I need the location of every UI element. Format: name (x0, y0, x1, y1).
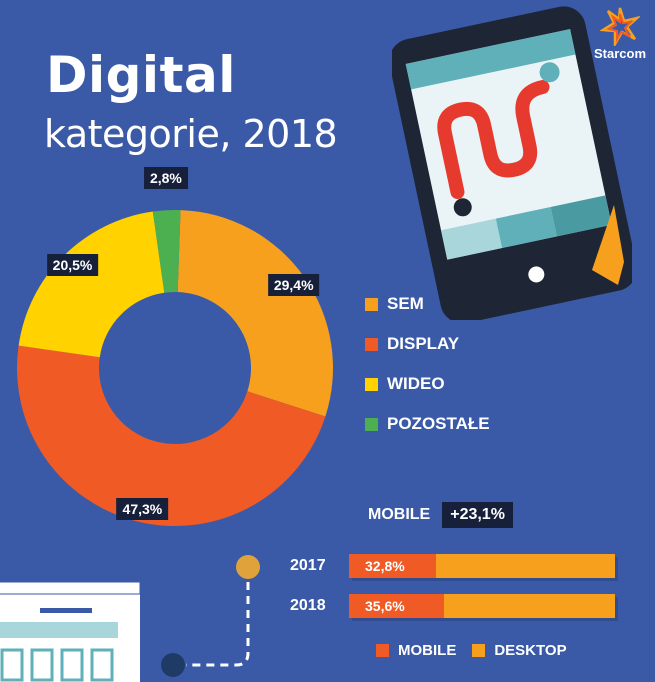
legend-label-sem: SEM (387, 294, 424, 313)
bar-legend-label-mobile: MOBILE (398, 642, 457, 659)
legend-label-display: DISPLAY (387, 334, 460, 353)
bar-legend-item-desktop: DESKTOP (472, 642, 567, 659)
bar-desktop-2017: 32,8% (349, 554, 615, 578)
bar-legend: MOBILE DESKTOP (376, 642, 583, 659)
legend-item-wideo: WIDEO (365, 364, 490, 404)
donut-data-label-wideo: 20,5% (46, 254, 99, 277)
donut-slice-pozostae (152, 210, 181, 293)
legend-swatch-pozostale (365, 417, 378, 431)
donut-chart: 29,4% 47,3% 20,5% 2,8% (0, 167, 350, 535)
bar-mobile-2017 (349, 554, 437, 578)
bar-year-2017: 2017 (290, 557, 326, 574)
bar-year-2018: 2018 (290, 597, 326, 614)
donut-data-label-display: 47,3% (116, 498, 169, 521)
mobile-growth-label: MOBILE (368, 506, 431, 523)
bar-legend-swatch-mobile (376, 644, 389, 657)
bar-label-2018: 35,6% (365, 598, 405, 614)
legend-item-sem: SEM (365, 284, 490, 324)
chart-subtitle: kategorie, 2018 (44, 112, 338, 156)
donut-slice-wideo (18, 211, 165, 358)
donut-slice-display (16, 345, 326, 527)
bar-mobile-2018 (349, 594, 444, 618)
donut-data-label-pozostae: 2,8% (143, 167, 188, 190)
bar-row-2018: 2018 35,6% (290, 594, 615, 618)
bar-desktop-2018: 35,6% (349, 594, 615, 618)
finger-icon (592, 205, 624, 285)
legend-swatch-display (365, 337, 378, 351)
chart-title: Digital (46, 46, 236, 104)
bar-legend-swatch-desktop (472, 644, 486, 657)
brand-logo: Starcom (589, 6, 651, 61)
donut-legend: SEM DISPLAY WIDEO POZOSTAŁE (365, 284, 490, 444)
brand-name: Starcom (593, 46, 647, 61)
timeline-decoration (161, 555, 260, 677)
legend-swatch-sem (365, 297, 378, 311)
donut-slice-sem (177, 210, 333, 417)
bar-legend-item-mobile: MOBILE (376, 642, 456, 659)
legend-item-display: DISPLAY (365, 324, 490, 364)
tablet-illustration (392, 6, 632, 320)
donut-svg (16, 210, 333, 527)
legend-label-wideo: WIDEO (387, 374, 445, 393)
mobile-growth-badge: +23,1% (442, 502, 513, 528)
legend-item-pozostale: POZOSTAŁE (365, 404, 490, 444)
legend-swatch-wideo (365, 377, 378, 391)
donut-data-label-sem: 29,4% (267, 273, 320, 296)
starcom-star-icon (599, 7, 642, 49)
bar-legend-label-desktop: DESKTOP (494, 642, 567, 659)
bar-label-2017: 32,8% (365, 558, 405, 574)
bar-row-2017: 2017 32,8% (290, 554, 615, 578)
legend-label-pozostale: POZOSTAŁE (387, 414, 490, 433)
mobile-growth: MOBILE +23,1% (368, 502, 513, 528)
browser-window-illustration (0, 581, 141, 682)
